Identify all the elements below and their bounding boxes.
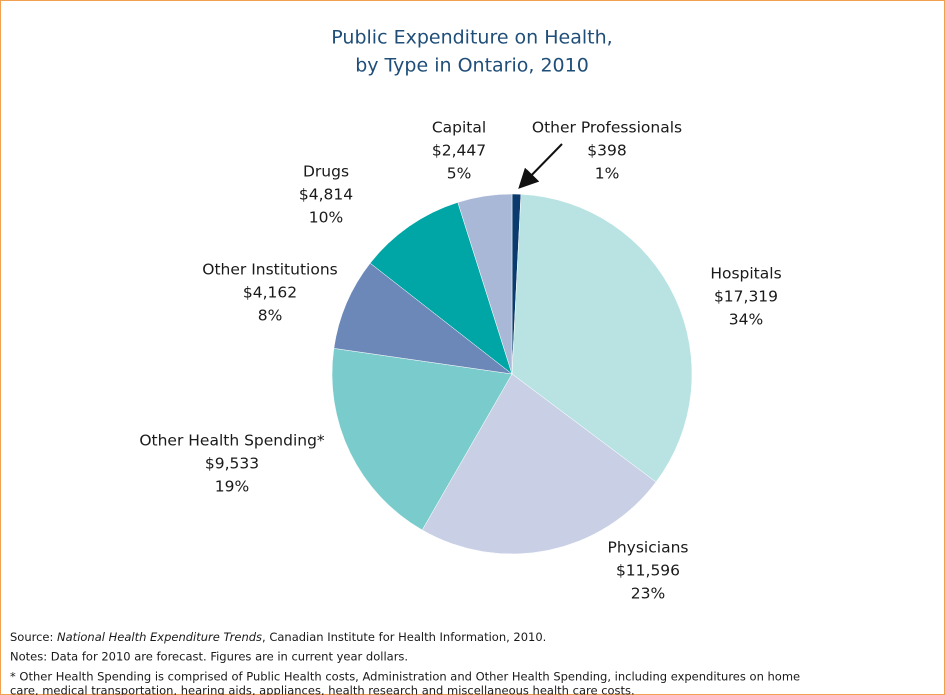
source-title: National Health Expenditure Trends — [57, 630, 262, 644]
pie-slice — [511, 193, 693, 483]
value-label: $2,447 — [432, 142, 486, 160]
pie-slice — [421, 373, 657, 555]
percent-label: 1% — [595, 165, 620, 183]
value-label: $9,533 — [205, 455, 259, 473]
chart-title: Public Expenditure on Health, — [331, 27, 612, 49]
value-label: $4,162 — [243, 284, 297, 302]
chart-title: by Type in Ontario, 2010 — [355, 55, 589, 77]
slice-label: Other Institutions — [202, 261, 337, 279]
source-text: , Canadian Institute for Health Informat… — [262, 630, 546, 644]
pie-slice — [333, 262, 513, 375]
slice-label: Physicians — [608, 539, 689, 557]
slice-label: Hospitals — [710, 265, 781, 283]
pie-slice — [457, 193, 513, 375]
percent-label: 5% — [447, 165, 472, 183]
value-label: $11,596 — [616, 562, 680, 580]
pie-slice — [331, 348, 513, 531]
slice-label: Drugs — [303, 163, 349, 181]
source: Source: National Health Expenditure Tren… — [10, 630, 546, 644]
value-label: $4,814 — [299, 186, 353, 204]
slice-label: Capital — [432, 119, 486, 137]
percent-label: 10% — [309, 209, 343, 227]
value-label: $398 — [587, 142, 626, 160]
slice-label: Other Health Spending* — [139, 432, 325, 450]
labels: Other Professionals $398 1% Hospitals $17,31… — [139, 119, 781, 603]
percent-label: 23% — [631, 585, 665, 603]
source-text: Source: — [10, 630, 57, 644]
arrow — [518, 143, 563, 189]
note: care, medical transportation, hearing ai… — [10, 684, 635, 695]
note: * Other Health Spending is comprised of … — [10, 670, 800, 684]
pie — [331, 193, 693, 555]
value-label: $17,319 — [714, 288, 778, 306]
slice-label: Other Professionals — [532, 119, 682, 137]
percent-label: 34% — [729, 311, 763, 329]
pie-slice — [369, 202, 513, 375]
note: Notes: Data for 2010 are forecast. Figur… — [10, 650, 408, 664]
percent-label: 19% — [215, 478, 249, 496]
percent-label: 8% — [258, 307, 283, 325]
